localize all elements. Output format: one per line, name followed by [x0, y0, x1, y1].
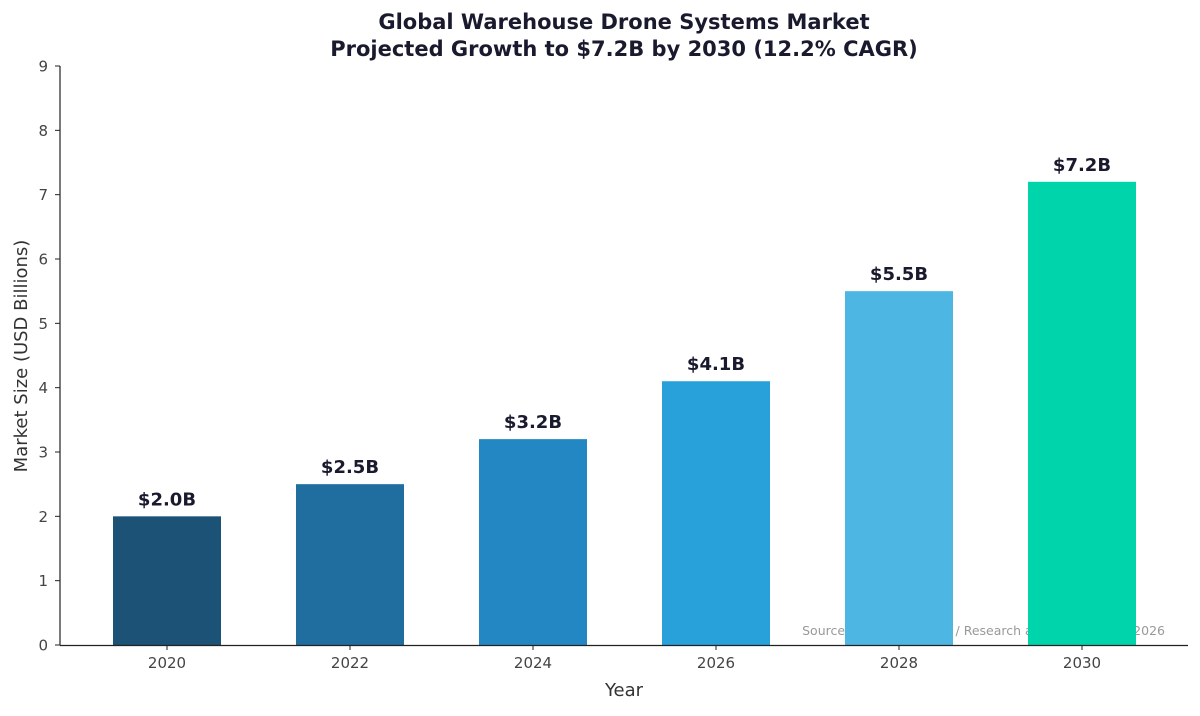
- bar-2028: [845, 291, 953, 645]
- x-tick-label: 2030: [1063, 654, 1101, 672]
- data-label: $7.2B: [1053, 155, 1111, 176]
- y-tick-label: 7: [38, 186, 48, 204]
- y-tick-label: 9: [38, 58, 48, 76]
- bar-2026: [662, 381, 770, 645]
- x-tick-label: 2024: [514, 654, 552, 672]
- y-tick-label: 3: [38, 444, 48, 462]
- x-tick-label: 2022: [331, 654, 369, 672]
- y-tick-label: 8: [38, 122, 48, 140]
- y-tick-label: 5: [38, 315, 48, 333]
- y-tick-label: 6: [38, 251, 48, 269]
- data-label: $4.1B: [687, 354, 745, 375]
- x-tick-label: 2026: [697, 654, 735, 672]
- data-label: $3.2B: [504, 412, 562, 433]
- bar-2022: [296, 484, 404, 645]
- bar-2030: [1028, 181, 1136, 646]
- data-label: $2.5B: [321, 457, 379, 478]
- bar-2020: [113, 516, 221, 645]
- y-tick-label: 2: [38, 508, 48, 526]
- y-tick-label: 4: [38, 379, 48, 397]
- chart-title: Global Warehouse Drone Systems Market: [378, 10, 869, 34]
- x-tick-label: 2028: [880, 654, 918, 672]
- y-tick-label: 0: [38, 637, 48, 655]
- data-label: $5.5B: [870, 264, 928, 285]
- data-label: $2.0B: [138, 489, 196, 510]
- bar-2024: [479, 439, 587, 645]
- chart-subtitle: Projected Growth to $7.2B by 2030 (12.2%…: [330, 37, 918, 61]
- x-tick-label: 2020: [148, 654, 186, 672]
- y-tick-label: 1: [38, 572, 48, 590]
- y-axis-label: Market Size (USD Billions): [11, 240, 32, 473]
- x-axis-label: Year: [604, 680, 644, 701]
